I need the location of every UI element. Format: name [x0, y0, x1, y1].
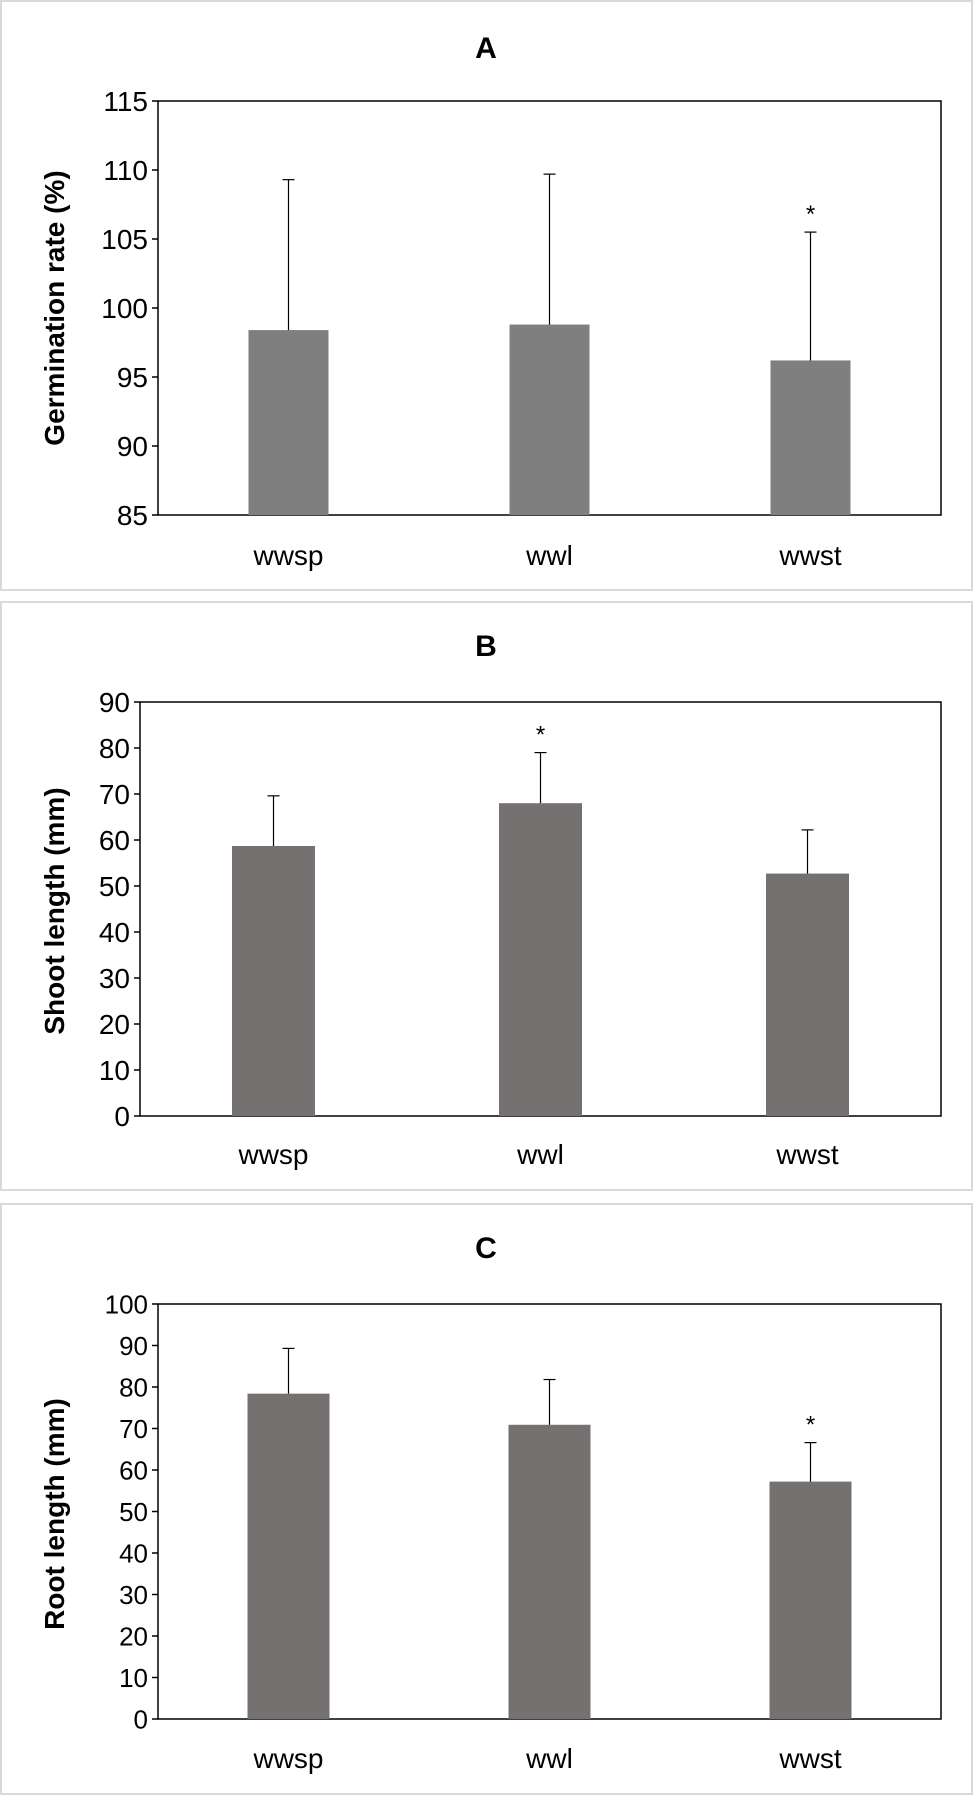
y-tick-label: 90	[117, 431, 148, 462]
y-axis-label: Shoot length (mm)	[39, 787, 70, 1034]
y-tick-label: 90	[119, 1331, 148, 1361]
bar	[770, 360, 851, 515]
y-tick-label: 10	[99, 1055, 130, 1086]
plot-area: 85 90 95 100 105 110 115 wwsp wwl * wwst	[101, 86, 942, 571]
x-tick-label: wwsp	[252, 540, 323, 571]
y-tick-label: 40	[119, 1538, 148, 1568]
y-tick-label: 50	[99, 871, 130, 902]
chart-panel-b: B Shoot length (mm) 0 10 20 30 40 50 60 70 80 90 w…	[0, 601, 973, 1191]
chart-title: A	[475, 32, 497, 65]
y-axis-label: Root length (mm)	[39, 1398, 70, 1630]
y-tick-label: 20	[99, 1009, 130, 1040]
significance-marker: *	[806, 1412, 815, 1439]
y-tick-label: 100	[105, 1289, 148, 1319]
y-tick-label: 115	[103, 86, 148, 117]
y-tick-label: 40	[99, 917, 130, 948]
x-tick-label: wwst	[778, 1743, 841, 1774]
y-tick-label: 90	[99, 687, 130, 718]
y-tick-label: 20	[119, 1621, 148, 1651]
y-tick-label: 80	[99, 733, 130, 764]
y-tick-label: 50	[119, 1497, 148, 1527]
x-tick-label: wwl	[525, 540, 573, 571]
y-tick-label: 80	[119, 1372, 148, 1402]
x-tick-label: wwst	[775, 1139, 838, 1170]
bar	[508, 1424, 591, 1719]
bar	[248, 330, 329, 515]
chart-title: B	[475, 630, 497, 663]
bar	[509, 324, 590, 515]
y-tick-label: 0	[134, 1704, 148, 1734]
significance-marker: *	[806, 201, 815, 228]
x-tick-label: wwl	[516, 1139, 564, 1170]
y-tick-label: 110	[103, 155, 148, 186]
plot-area: 0 10 20 30 40 50 60 70 80 90 100 wwsp wwl * wwst	[105, 1289, 942, 1774]
y-tick-label: 0	[114, 1101, 130, 1132]
significance-marker: *	[536, 722, 545, 749]
chart-title: C	[475, 1232, 497, 1265]
bar	[232, 845, 315, 1116]
bar	[766, 873, 849, 1116]
y-axis-label: Germination rate (%)	[39, 170, 70, 445]
x-tick-label: wwsp	[237, 1139, 308, 1170]
chart-panel-c: C Root length (mm) 0 10 20 30 40 50 60 70 80 90 10…	[0, 1203, 973, 1795]
y-tick-label: 60	[119, 1455, 148, 1485]
x-tick-label: wwsp	[252, 1743, 323, 1774]
x-tick-label: wwst	[778, 540, 841, 571]
y-tick-label: 70	[119, 1414, 148, 1444]
y-tick-label: 95	[117, 362, 148, 393]
y-tick-label: 30	[99, 963, 130, 994]
x-tick-label: wwl	[525, 1743, 573, 1774]
bar	[247, 1393, 330, 1719]
bar	[499, 803, 582, 1116]
y-tick-label: 60	[99, 825, 130, 856]
y-tick-label: 105	[101, 224, 148, 255]
y-tick-label: 70	[99, 779, 130, 810]
plot-area: 0 10 20 30 40 50 60 70 80 90 wwsp * wwl wwst	[99, 687, 942, 1170]
y-tick-label: 85	[117, 500, 148, 531]
y-tick-label: 30	[119, 1580, 148, 1610]
y-tick-label: 100	[101, 293, 148, 324]
y-tick-label: 10	[119, 1663, 148, 1693]
chart-panel-a: A Germination rate (%) 85 90 95 100 105 110 11…	[0, 0, 973, 591]
bar	[769, 1481, 852, 1719]
